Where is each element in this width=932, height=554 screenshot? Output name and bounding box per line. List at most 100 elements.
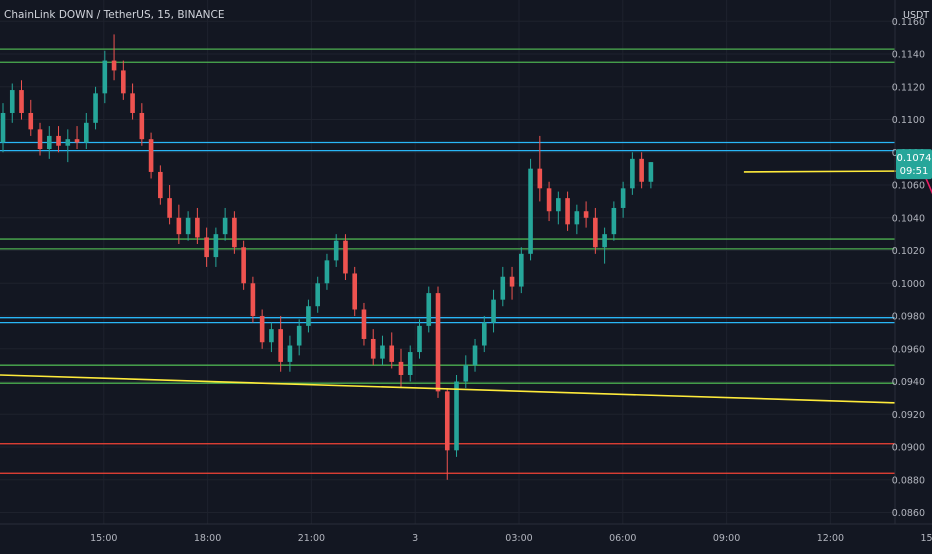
candle-body — [556, 198, 561, 212]
candle-body — [111, 60, 117, 71]
candle-body — [481, 322, 487, 346]
time-tick-label: 18:00 — [194, 533, 221, 544]
chart-title: ChainLink DOWN / TetherUS, 15, BINANCE — [4, 9, 225, 21]
candle — [426, 286, 432, 333]
candle-body — [37, 129, 43, 150]
candle-body — [83, 122, 89, 143]
candle-body — [630, 158, 635, 189]
candle — [204, 227, 209, 267]
candle — [158, 165, 163, 205]
candle-body — [444, 391, 450, 451]
candle-body — [343, 240, 348, 274]
candle-body — [241, 247, 246, 284]
price-tick-label: 0.1140 — [892, 50, 925, 61]
candle — [370, 329, 376, 366]
time-tick-label: 09:00 — [713, 533, 740, 544]
candle — [556, 191, 561, 225]
currency-label[interactable]: USDT — [903, 10, 929, 21]
candle — [491, 289, 496, 333]
candle — [241, 240, 246, 290]
last-price-badge: 0.1074 09:51 — [896, 149, 932, 180]
candle — [472, 338, 478, 372]
candle-body — [583, 211, 589, 218]
candle-body — [176, 217, 182, 235]
candle-body — [370, 338, 376, 359]
candle — [602, 227, 607, 264]
candle — [195, 207, 200, 244]
candle — [639, 152, 644, 189]
candle — [593, 207, 598, 254]
candle — [185, 211, 191, 241]
candle-body — [472, 345, 478, 366]
candle — [111, 34, 117, 81]
candle — [620, 181, 626, 218]
candle-body — [139, 112, 145, 140]
price-tick-label: 0.0940 — [892, 377, 925, 388]
time-axis[interactable]: 15:00 18:00 21:00 3 03:00 06:00 09:00 12:00 15:0… — [90, 533, 932, 544]
candle — [315, 276, 320, 313]
candle-body — [222, 217, 228, 235]
candle — [509, 266, 515, 300]
candle-body — [259, 316, 265, 343]
candle-body — [306, 306, 311, 326]
candle — [250, 276, 256, 323]
candle-body — [296, 325, 302, 346]
candle — [139, 103, 145, 146]
price-tick-label: 0.0920 — [892, 410, 925, 421]
candle-body — [537, 168, 543, 189]
candle-body — [287, 345, 293, 362]
time-tick-label: 21:00 — [298, 533, 325, 544]
candle — [269, 322, 274, 353]
price-tick-label: 0.1040 — [892, 213, 925, 224]
candles — [0, 34, 654, 480]
drawn-lines — [0, 170, 932, 404]
candle — [296, 319, 302, 356]
candle-body — [398, 361, 404, 375]
price-tick-label: 0.0880 — [892, 475, 925, 486]
time-tick-label: 06:00 — [609, 533, 636, 544]
candle-body — [454, 381, 459, 451]
candle-body — [463, 365, 469, 382]
price-tick-label: 0.1120 — [892, 82, 925, 93]
candle — [444, 388, 450, 480]
candle-body — [620, 188, 626, 208]
candle — [519, 247, 524, 294]
candle-body — [28, 112, 34, 130]
candle — [306, 299, 311, 333]
time-tick-label: 15:00 — [90, 533, 117, 544]
candle-body — [65, 139, 71, 146]
candle — [361, 302, 367, 346]
candle-body — [315, 283, 320, 307]
candle — [278, 316, 283, 372]
candle — [56, 126, 61, 153]
candle-body — [602, 234, 607, 248]
candle — [435, 286, 441, 398]
candle-body — [167, 198, 172, 218]
candle-body — [232, 217, 237, 248]
candle — [93, 86, 98, 130]
candle-body — [352, 273, 358, 310]
price-axis[interactable]: 0.11600.11400.11200.11000.10800.10600.10… — [892, 17, 925, 519]
yellow-trendline — [0, 374, 896, 404]
last-price-badge-background — [896, 149, 932, 180]
candle-body — [435, 293, 441, 392]
candle-body — [333, 240, 339, 261]
candle-body — [213, 234, 219, 258]
candle — [380, 335, 385, 366]
candle — [83, 112, 89, 150]
price-tick-label: 0.1060 — [892, 181, 925, 192]
candle-body — [389, 345, 395, 362]
candle — [546, 181, 552, 222]
candle — [130, 83, 135, 120]
candle — [333, 234, 339, 267]
candle-body — [565, 198, 570, 225]
candle — [213, 227, 219, 267]
candle-countdown: 09:51 — [900, 166, 929, 177]
candle-body — [74, 139, 80, 143]
candle-body — [250, 283, 256, 317]
candle-body — [519, 253, 524, 287]
price-tick-label: 0.1160 — [892, 17, 925, 28]
